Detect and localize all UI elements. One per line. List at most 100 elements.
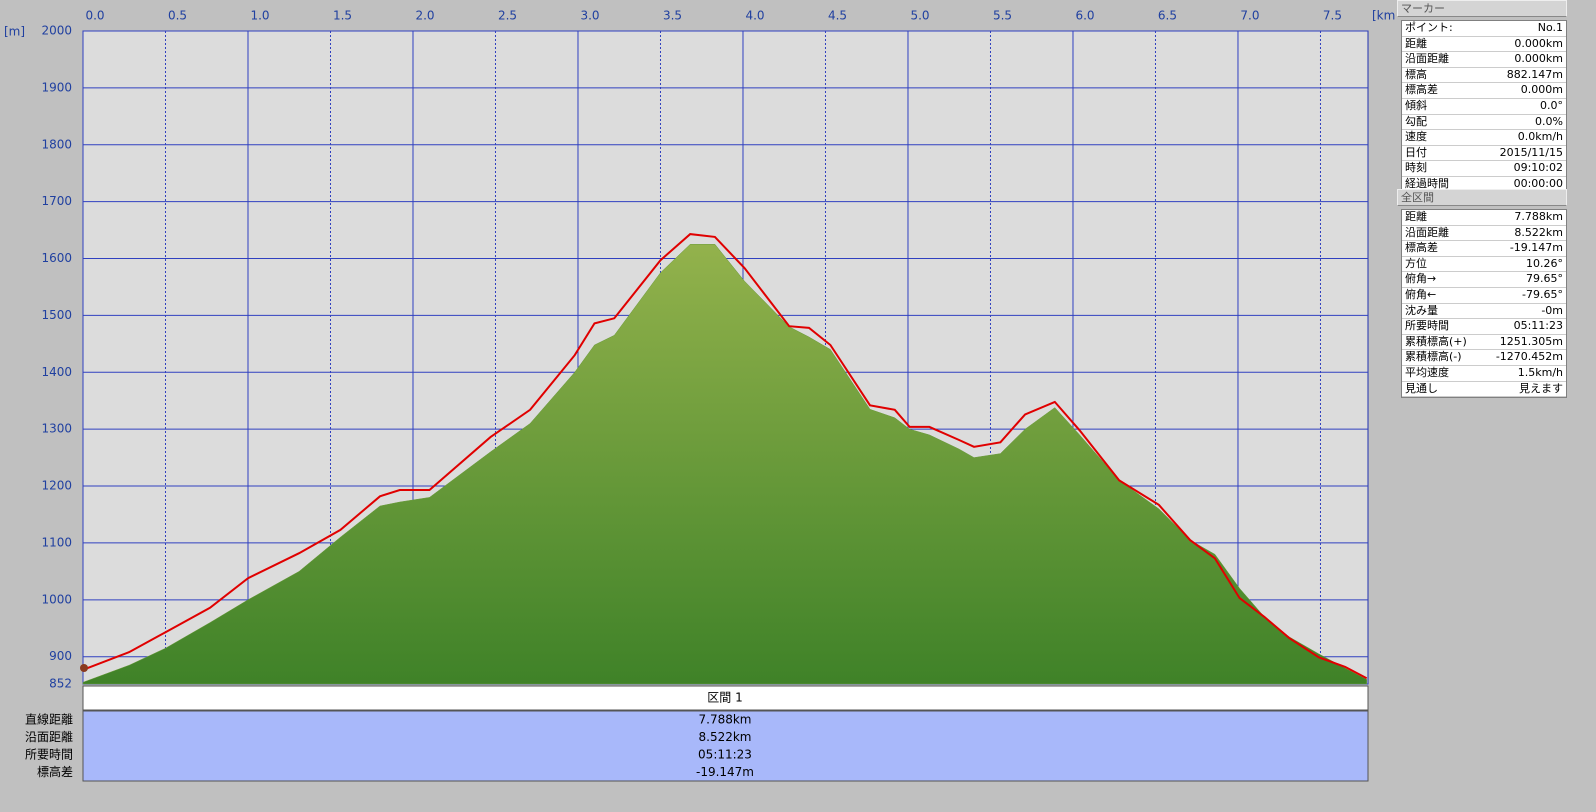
row-value: 0.000m (1520, 83, 1563, 97)
row-value: 00:00:00 (1513, 176, 1563, 190)
panel-title: 全区間 (1397, 189, 1567, 206)
panel-row: 距離 7.788km (1402, 210, 1566, 226)
table-header: 区間 1 (707, 691, 742, 705)
panel-row: 速度 0.0km/h (1402, 130, 1566, 146)
row-value: 09:10:02 (1513, 161, 1563, 175)
panel-body: 距離 7.788km 沿面距離 8.522km 標高差 -19.147m 方位 10.26° 俯… (1401, 209, 1567, 399)
row-label: 沿面距離 (1405, 52, 1449, 66)
row-label: 俯角→ (1405, 272, 1437, 286)
panel-row: 平均速度 1.5km/h (1402, 366, 1566, 382)
row-value: No.1 (1537, 21, 1563, 34)
row-label: 方位 (1405, 256, 1427, 270)
panel-row: 累積標高(-) -1270.452m (1402, 350, 1566, 366)
row-value: 0.0km/h (1517, 130, 1563, 144)
panel-row: 時刻 09:10:02 (1402, 161, 1566, 177)
row-label: 累積標高(-) (1405, 350, 1462, 364)
x-tick-label: 3.5 (663, 9, 682, 23)
panel-row: 所要時間 05:11:23 (1402, 319, 1566, 335)
row-label: 見通し (1405, 381, 1438, 395)
row-label: 時刻 (1405, 161, 1427, 175)
x-tick-label: 4.0 (745, 9, 764, 23)
x-tick-label: 5.0 (910, 9, 929, 23)
x-tick-label: 7.0 (1240, 9, 1259, 23)
panel-row: 俯角→ 79.65° (1402, 272, 1566, 288)
panel-title: マーカー (1397, 0, 1567, 17)
row-value: 0.0% (1535, 114, 1563, 128)
panel-row: 勾配 0.0% (1402, 115, 1566, 131)
panel-row: 傾斜 0.0° (1402, 99, 1566, 115)
marker-panel: マーカーポイント: No.1 距離 0.000km 沿面距離 0.000km 標高 882.1… (1397, 0, 1567, 194)
row-label: 累積標高(+) (1405, 334, 1467, 348)
row-label: 所要時間 (25, 748, 73, 762)
row-label: 距離 (1405, 210, 1427, 223)
row-label: 傾斜 (1405, 98, 1427, 112)
row-value: 0.000km (1514, 52, 1563, 66)
panel-row: 経過時間 00:00:00 (1402, 177, 1566, 193)
panel-row: 俯角← -79.65° (1402, 288, 1566, 304)
panel-row: ポイント: No.1 (1402, 21, 1566, 37)
y-tick-label: 2000 (41, 24, 72, 38)
x-tick-label: 7.5 (1323, 9, 1342, 23)
table-body-bg (82, 710, 1369, 782)
row-value: 79.65° (1526, 272, 1563, 286)
row-value: 882.147m (1506, 67, 1563, 81)
x-tick-label: 1.0 (250, 9, 269, 23)
panel-row: 標高 882.147m (1402, 68, 1566, 84)
row-value: 0.0° (1540, 98, 1563, 112)
row-value: 8.522km (1514, 225, 1563, 239)
start-marker (80, 664, 88, 672)
y-tick-label: 1100 (41, 535, 72, 549)
x-tick-label: 4.5 (828, 9, 847, 23)
row-label: 沿面距離 (25, 730, 73, 744)
chart: [m] [km] 区間 1 直線距離 7.788km 沿面距離 8.522km 所要時間… (4, 9, 1395, 782)
x-tick-label: 0.0 (85, 9, 104, 23)
row-label: 直線距離 (25, 712, 73, 727)
panel-row: 累積標高(+) 1251.305m (1402, 335, 1566, 351)
y-tick-label: 900 (49, 649, 72, 663)
row-value: 10.26° (1526, 256, 1563, 270)
row-label: 沈み量 (1405, 303, 1438, 317)
x-unit: [km] (1372, 9, 1395, 23)
row-value: -19.147m (1509, 241, 1563, 255)
section-panel: 全区間距離 7.788km 沿面距離 8.522km 標高差 -19.147m 方位 10.2… (1397, 189, 1567, 399)
row-label: ポイント: (1405, 21, 1453, 34)
row-value: 7.788km (1514, 210, 1563, 223)
row-value: -19.147m (696, 765, 754, 779)
panel-row: 沿面距離 8.522km (1402, 226, 1566, 242)
row-value: 7.788km (699, 713, 752, 727)
y-tick-label: 1800 (41, 137, 72, 151)
row-value: 0.000km (1514, 36, 1563, 50)
row-value: 1.5km/h (1517, 365, 1563, 379)
y-tick-label: 1700 (41, 194, 72, 208)
panel-row: 沿面距離 0.000km (1402, 52, 1566, 68)
panel-row: 距離 0.000km (1402, 37, 1566, 53)
panel-row: 沈み量 -0m (1402, 304, 1566, 320)
row-value: 1251.305m (1499, 334, 1563, 348)
y-tick-label: 1400 (41, 365, 72, 379)
row-label: 日付 (1405, 145, 1427, 159)
row-label: 標高差 (1405, 241, 1438, 255)
row-label: 沿面距離 (1405, 225, 1449, 239)
row-label: 所要時間 (1405, 319, 1449, 333)
x-tick-label: 3.0 (580, 9, 599, 23)
row-value: 05:11:23 (698, 748, 752, 762)
row-label: 標高差 (37, 764, 73, 779)
x-tick-label: 0.5 (168, 9, 187, 23)
row-label: 俯角← (1405, 287, 1437, 301)
row-value: -1270.452m (1495, 350, 1563, 364)
panel-row: 標高差 0.000m (1402, 83, 1566, 99)
row-value: 05:11:23 (1513, 319, 1563, 333)
row-label: 経過時間 (1405, 176, 1449, 190)
table-header-bg (82, 685, 1369, 711)
y-unit: [m] (4, 25, 25, 39)
y-tick-label: 1000 (41, 592, 72, 606)
row-label: 標高差 (1405, 83, 1438, 97)
row-value: 8.522km (699, 730, 752, 744)
x-tick-label: 2.5 (498, 9, 517, 23)
row-value: -79.65° (1522, 287, 1563, 301)
x-tick-label: 5.5 (993, 9, 1012, 23)
panel-row: 標高差 -19.147m (1402, 241, 1566, 257)
x-tick-label: 6.0 (1075, 9, 1094, 23)
panel-body: ポイント: No.1 距離 0.000km 沿面距離 0.000km 標高 882.147m 標… (1401, 20, 1567, 194)
